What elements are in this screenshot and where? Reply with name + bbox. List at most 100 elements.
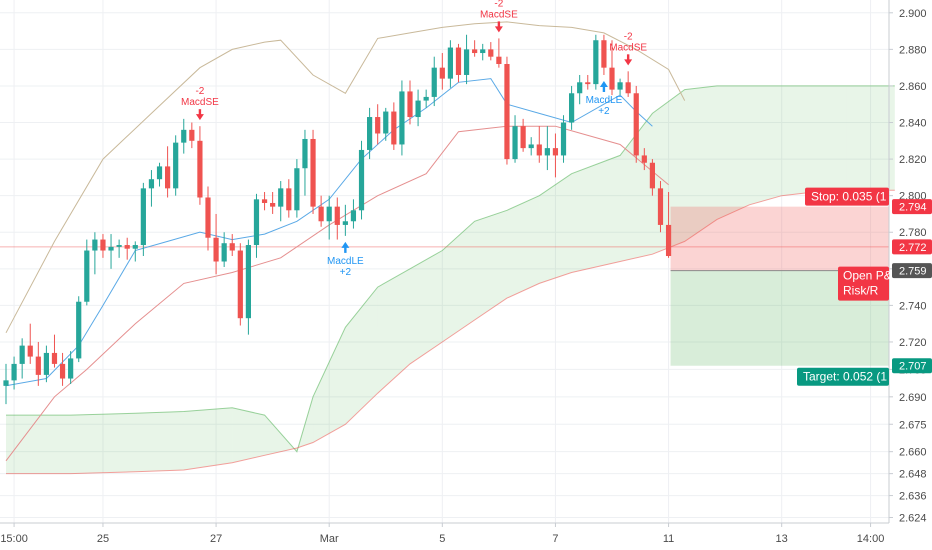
bollinger-line — [5, 21, 686, 334]
signal-long-arrow — [599, 80, 608, 87]
candle-body — [278, 188, 284, 207]
candle-body — [649, 162, 655, 189]
y-tick-label: 2.780 — [899, 227, 927, 239]
candle-body — [399, 91, 405, 145]
cloud-segment — [684, 85, 718, 242]
stop-label-bg — [805, 187, 889, 206]
open-pnl-label: Open P& — [843, 269, 892, 283]
candle-body — [3, 380, 9, 386]
candle-body — [569, 93, 575, 123]
candle-body — [310, 138, 316, 207]
candle-body — [367, 117, 373, 150]
candle-body — [35, 356, 41, 375]
y-tick-label: 2.720 — [899, 337, 927, 349]
signal-short-name: MacdSE — [480, 9, 518, 20]
signal-short-arrow — [624, 59, 633, 66]
stop-price-value: 2.794 — [899, 202, 927, 214]
candle-body — [358, 149, 365, 211]
candle-body — [92, 239, 98, 251]
cloud-segment — [571, 155, 621, 273]
target-price-tag: 2.707 — [892, 358, 932, 374]
y-tick-label: 2.840 — [899, 118, 927, 130]
candle-body — [455, 47, 462, 75]
cloud-segment — [474, 210, 507, 321]
target-label: Target: 0.052 (1 — [803, 370, 887, 384]
candle-body — [552, 148, 559, 156]
x-tick-label: 15:00 — [0, 533, 28, 545]
x-tick-label: 5 — [439, 533, 445, 545]
target-price-tag-bg — [892, 358, 932, 374]
grid-layer — [0, 0, 889, 523]
cloud-segment — [814, 85, 847, 193]
ichimoku-cloud — [6, 85, 895, 475]
candle-body — [189, 129, 195, 141]
candle-body — [84, 250, 90, 302]
signal-short-qty: -2 — [624, 31, 633, 42]
candle-body — [245, 245, 251, 319]
candle-body — [108, 246, 114, 251]
candle-body — [342, 221, 348, 225]
target-label-bg — [797, 367, 889, 386]
candle-body — [447, 47, 453, 79]
risk-reward-label: Risk/R — [843, 284, 879, 298]
candle-body — [59, 363, 66, 379]
candle-body — [625, 82, 631, 94]
y-tick-label: 2.675 — [899, 419, 927, 431]
cloud-segment — [6, 415, 71, 474]
cloud-segment — [506, 195, 540, 299]
candle-body — [51, 352, 58, 364]
candle-body — [512, 126, 518, 160]
stop-price-tag-bg — [892, 199, 932, 215]
candle-body — [407, 91, 413, 118]
x-tick-label: 25 — [97, 533, 109, 545]
signal-short-qty: -2 — [494, 0, 503, 9]
y-tick-label: 2.690 — [899, 392, 927, 404]
candle-body — [116, 245, 122, 247]
candle-body — [585, 82, 591, 85]
candle-body — [229, 243, 235, 251]
cloud-segment — [377, 268, 410, 394]
cloud-segment — [781, 85, 814, 196]
candle-body — [633, 93, 639, 156]
candlestick-series[interactable] — [3, 34, 672, 405]
y-tick-label: 2.624 — [899, 513, 927, 525]
candle-body — [391, 111, 397, 145]
cloud-segment — [410, 250, 443, 364]
cloud-segment — [183, 407, 233, 470]
x-tick-label: 7 — [552, 533, 558, 545]
candle-body — [496, 56, 502, 65]
candle-body — [601, 40, 607, 68]
candle-body — [560, 122, 567, 156]
candle-body — [544, 148, 550, 156]
y-tick-label: 2.860 — [899, 81, 927, 93]
y-tick-label: 2.636 — [899, 491, 927, 503]
candle-body — [302, 138, 308, 169]
target-price-value: 2.707 — [899, 361, 927, 373]
signal-long-name: MacdLE — [327, 256, 364, 267]
candle-body — [609, 67, 615, 90]
cloud-segment — [70, 413, 136, 474]
cloud-segment — [313, 327, 346, 443]
candle-body — [415, 100, 421, 118]
entry-price-value: 2.759 — [899, 266, 927, 278]
y-tick-label: 2.880 — [899, 44, 927, 56]
candle-body — [665, 224, 672, 257]
x-tick-label: 14:00 — [857, 533, 885, 545]
candle-body — [472, 49, 478, 54]
price-tags: Stop: 0.035 (1 Open P& Risk/R Target: 0.… — [797, 187, 932, 386]
y-tick-label: 2.820 — [899, 154, 927, 166]
cloud-segment — [232, 407, 265, 463]
cloud-segment — [345, 287, 378, 425]
x-tick-label: 27 — [210, 533, 222, 545]
candle-body — [286, 188, 292, 211]
candle-body — [205, 197, 211, 238]
signal-long-qty: +2 — [598, 106, 610, 117]
candle-body — [76, 301, 82, 359]
candle-body — [318, 206, 324, 222]
candle-body — [577, 82, 583, 94]
candle-body — [423, 96, 429, 101]
candle-body — [221, 243, 227, 262]
current-price-value: 2.772 — [899, 242, 927, 254]
